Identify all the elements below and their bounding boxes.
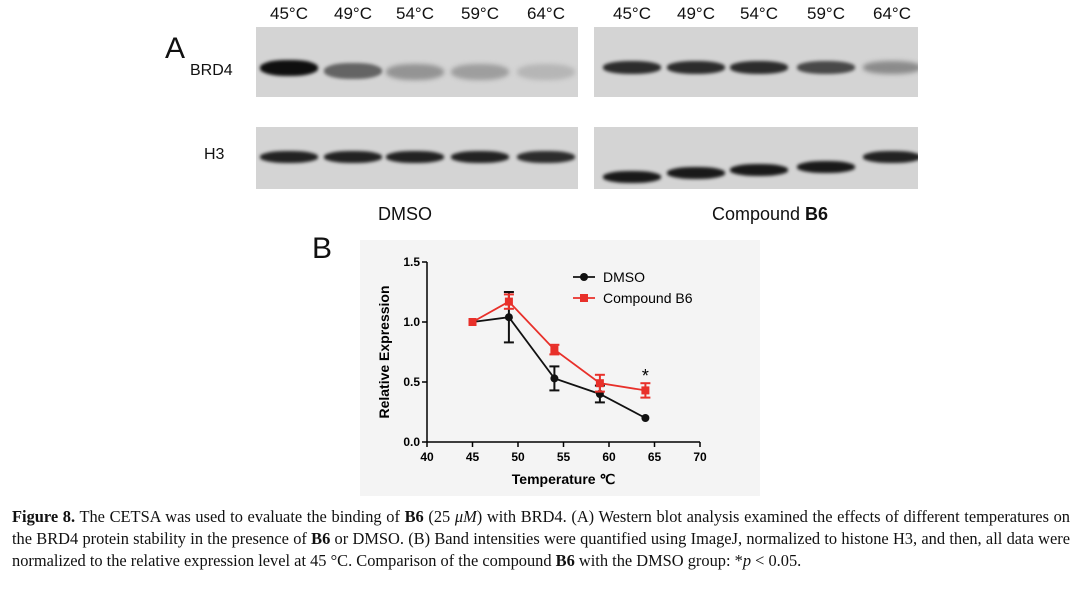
brd4-compound-b6-band [730,61,788,74]
dmso-temp-label: 64°C [527,4,565,23]
caption-text-2: (25 [423,507,455,526]
y-tick-label: 0.5 [403,375,420,389]
compound-b6-point [504,297,513,306]
h3-compound-b6-band [863,151,918,163]
caption-text-1: The CETSA was used to evaluate the bindi… [75,507,405,526]
compound-b6-point [468,318,477,326]
brd4-compound-b6-band [797,61,855,74]
x-tick-label: 40 [420,450,434,464]
western-blot-h3-compound-b6 [594,127,918,189]
compound-b6-temp-label: 54°C [740,4,778,23]
western-blot-brd4-dmso [256,27,578,97]
caption-text-3: ) with BRD4. (A) Western blot analysis e… [12,507,1071,548]
h3-compound-b6-band [797,161,855,173]
dmso-temp-label: 59°C [461,4,499,23]
group-label-compound-prefix: Compound [711,204,806,224]
h3-compound-b6-band [603,171,661,183]
h3-compound-b6-band [667,167,725,179]
h3-dmso-band [386,151,444,163]
brd4-compound-b6-band [863,61,918,74]
h3-dmso-band [260,151,318,163]
brd4-compound-b6-band [603,61,661,74]
compound-b6-legend-label: Compound B6 [603,290,693,306]
x-tick-label: 70 [693,450,707,464]
h3-dmso-band [451,151,509,163]
brd4-compound-b6-band [667,61,725,74]
x-tick-label: 50 [511,450,525,464]
caption-b6-1: B6 [404,507,424,526]
panel-b-label: B [312,232,333,265]
compound-b6-temp-label: 49°C [677,4,715,23]
compound-b6-temp-label: 59°C [807,4,845,23]
row-label-h3: H3 [204,146,225,163]
relative-expression-line-chart: 0.0 0.5 1.0 1.5 40 45 50 55 60 65 70 Temperature ℃ R… [360,240,760,496]
dmso-temp-label: 54°C [396,4,434,23]
h3-dmso-band [324,151,382,163]
compound-b6-point [641,386,650,395]
compound-b6-point [595,379,604,388]
row-label-brd4: BRD4 [190,62,233,79]
x-tick-label: 60 [602,450,616,464]
compound-b6-temp-label: 64°C [873,4,911,23]
brd4-dmso-band [451,64,509,80]
western-blot-brd4-compound-b6 [594,27,918,97]
brd4-dmso-band [324,63,382,79]
caption-text-6: < 0.05. [751,551,802,570]
caption-micromolar: μM [454,507,477,526]
y-tick-label: 1.5 [403,255,420,269]
y-axis-label: Relative Expression [376,285,392,418]
brd4-dmso-band [517,64,575,80]
caption-text-5: with the DMSO group: * [574,551,743,570]
figure-caption: Figure 8. The CETSA was used to evaluate… [12,506,1070,572]
x-tick-label: 55 [557,450,571,464]
dmso-point [504,313,513,322]
western-blot-h3-dmso [256,127,578,189]
caption-b6-2: B6 [311,529,331,548]
compound-b6-point [550,345,559,354]
y-tick-label: 1.0 [403,315,420,329]
x-tick-label: 45 [466,450,480,464]
dmso-point [550,374,559,383]
caption-figure-label: Figure 8. [12,507,76,526]
brd4-dmso-band [386,64,444,80]
h3-dmso-band [517,151,575,163]
group-label-dmso: DMSO [378,204,432,224]
x-tick-label: 65 [648,450,662,464]
dmso-legend-marker [580,273,588,281]
group-label-compound-b6: Compound B6 [690,204,850,225]
caption-p: p [742,551,752,570]
significance-asterisk: * [642,366,649,386]
dmso-point [641,414,650,422]
y-tick-label: 0.0 [403,435,420,449]
dmso-temp-label: 49°C [334,4,372,23]
compound-b6-temp-label: 45°C [613,4,651,23]
h3-compound-b6-band [730,164,788,176]
panel-a-label: A [165,32,186,65]
brd4-dmso-band [260,60,318,76]
x-axis-label: Temperature ℃ [512,471,616,487]
caption-text-4: or DMSO. (B) Band intensities were quant… [12,529,1070,570]
caption-b6-3: B6 [555,551,575,570]
dmso-legend-label: DMSO [603,269,645,285]
dmso-temp-label: 45°C [270,4,308,23]
compound-b6-legend-marker [580,294,588,302]
group-label-b6-bold: B6 [805,204,829,224]
